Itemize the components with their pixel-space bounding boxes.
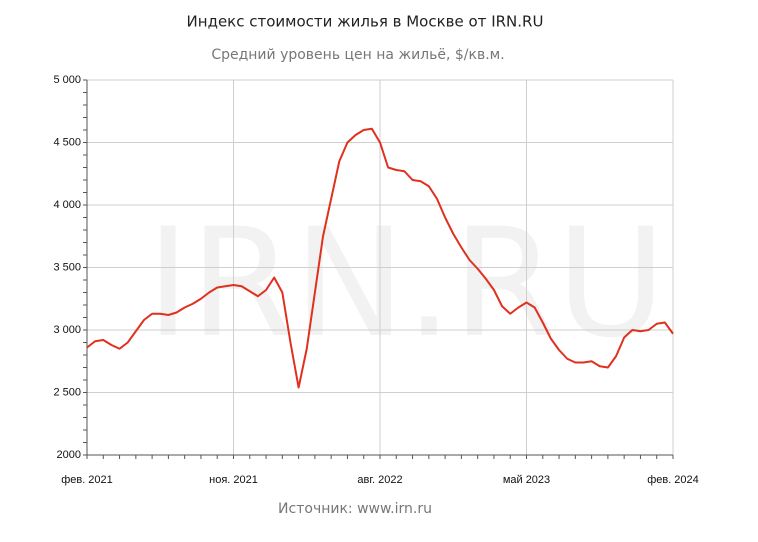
y-tick-label: 4 000 — [53, 199, 81, 211]
chart-subtitle: Средний уровень цен на жильё, $/кв.м. — [211, 47, 504, 63]
y-tick-label: 5 000 — [53, 74, 81, 86]
y-tick-label: 3 000 — [53, 324, 81, 336]
line — [86, 127, 674, 389]
y-tick-label: 2 500 — [53, 386, 81, 398]
source: Источник: www.irn.ru — [278, 501, 432, 517]
watermark: IRN.RU — [146, 197, 666, 371]
y-tick-label: 2000 — [57, 449, 81, 461]
x-tick-label: фев. 2024 — [647, 474, 699, 486]
x-tick-label: авг. 2022 — [357, 474, 402, 486]
x-tick-label: ноя. 2021 — [209, 474, 258, 486]
chart-title: Индекс стоимости жилья в Москве от IRN.R… — [187, 13, 544, 31]
y-tick-label: 3 500 — [53, 261, 81, 273]
y-tick-label: 4 500 — [53, 136, 81, 148]
x-tick-label: май 2023 — [503, 474, 550, 486]
x-tick-label: фев. 2021 — [61, 474, 113, 486]
